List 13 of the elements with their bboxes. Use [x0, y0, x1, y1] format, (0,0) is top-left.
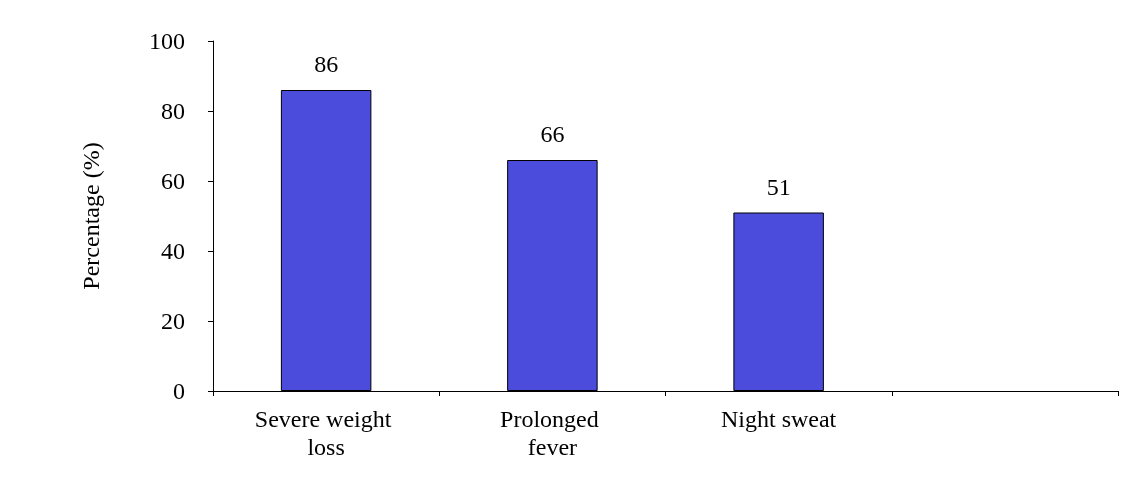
y-tick-label: 100	[149, 28, 185, 54]
y-tick-label: 60	[161, 168, 185, 194]
y-tick-label: 80	[161, 98, 185, 124]
y-tick-label: 0	[173, 378, 185, 404]
y-axis-title: Percentage (%)	[78, 142, 104, 290]
x-tick-label: Prolonged fever	[500, 406, 605, 460]
x-tick-label: Severe weight loss	[254, 406, 398, 460]
y-tick-label: 40	[161, 238, 185, 264]
data-label: 86	[314, 51, 339, 77]
y-tick-label: 20	[161, 308, 185, 334]
data-label: 51	[766, 173, 791, 200]
x-tick-label: Night sweat	[720, 406, 837, 432]
data-label: 66	[540, 121, 565, 147]
